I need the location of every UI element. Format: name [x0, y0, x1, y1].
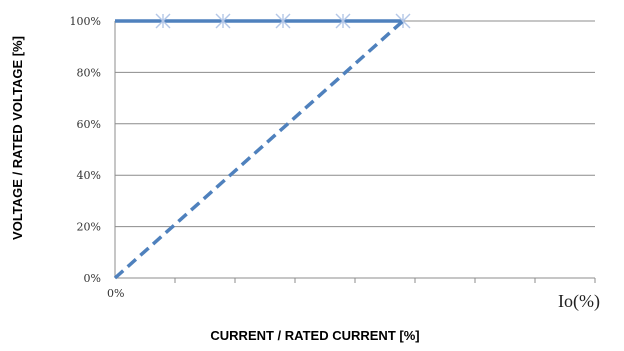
data-point-marker-0-2: [215, 13, 231, 29]
x-axis-title: CURRENT / RATED CURRENT [%]: [210, 328, 419, 343]
series-group: [113, 13, 411, 280]
data-point-marker-0-4: [335, 13, 351, 29]
y-tick-label-3: 60%: [77, 118, 101, 131]
x-unit-label: Io(%): [558, 291, 600, 312]
y-axis-title: VOLTAGE / RATED VOLTAGE [%]: [10, 36, 25, 240]
y-tick-label-0: 0%: [84, 272, 101, 285]
axes: [114, 21, 596, 283]
x-tick-label-0: 0%: [107, 287, 124, 300]
gridlines: [115, 20, 595, 228]
labels: 0% Io(%) CURRENT / RATED CURRENT [%] VOL…: [10, 15, 600, 343]
y-tick-label-2: 40%: [77, 169, 101, 182]
data-point-marker-0-3: [275, 13, 291, 29]
y-tick-label-1: 20%: [77, 221, 101, 234]
y-tick-label-5: 100%: [70, 15, 101, 28]
series-line-1: [113, 19, 405, 280]
y-tick-label-4: 80%: [77, 66, 101, 79]
data-point-marker-0-1: [155, 13, 171, 29]
